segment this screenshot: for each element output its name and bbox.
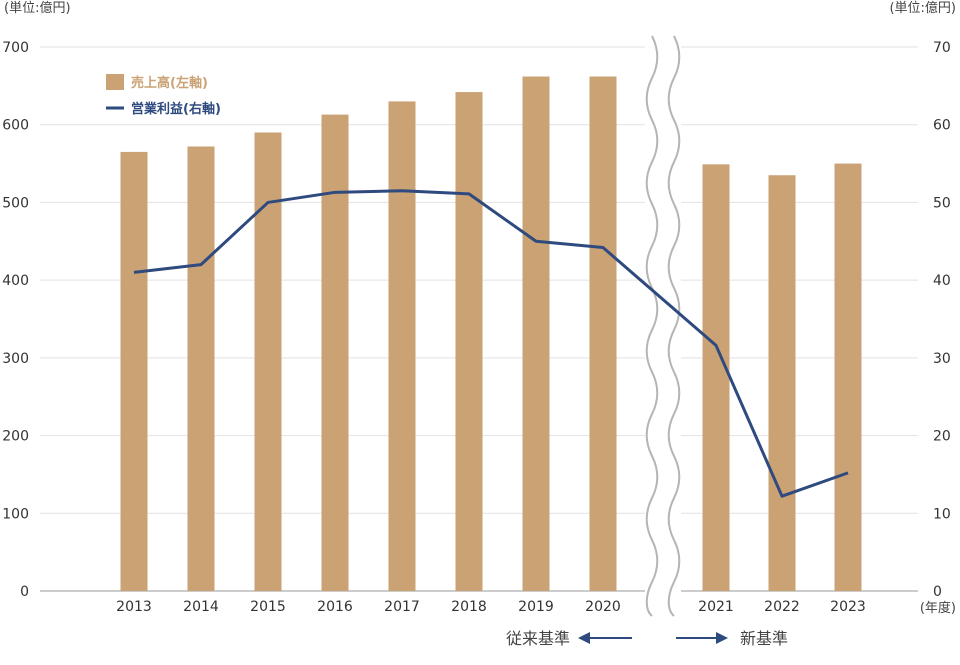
right-tick-label: 50 — [933, 195, 951, 211]
standards-annotation: 従来基準 新基準 — [506, 629, 788, 648]
x-tick-label-2020: 2020 — [585, 599, 621, 615]
sales-bar-2013 — [120, 151, 148, 591]
legend-sales-label: 売上高(左軸) — [131, 75, 208, 91]
sales-bar-2020 — [589, 76, 617, 591]
sales-bar-2019 — [522, 76, 550, 591]
profit-series-line — [133, 189, 849, 498]
x-tick-label-2021: 2021 — [698, 599, 734, 615]
right-arrow-icon — [716, 632, 728, 644]
x-tick-label-2019: 2019 — [518, 599, 554, 615]
sales-bar-2016 — [321, 114, 349, 592]
left-tick-label: 400 — [2, 273, 29, 289]
x-tick-label-2017: 2017 — [384, 599, 420, 615]
legend-profit-label: 営業利益(右軸) — [131, 101, 221, 117]
right-tick-label: 40 — [933, 273, 951, 289]
axis-break-wave-left — [645, 35, 659, 617]
left-tick-label: 500 — [2, 195, 29, 211]
legend: 売上高(左軸) 営業利益(右軸) — [106, 74, 221, 117]
sales-bar-2022 — [768, 175, 796, 591]
axis-break-marker — [645, 35, 681, 617]
x-tick-label-2023: 2023 — [830, 599, 866, 615]
bars — [120, 76, 862, 592]
sales-bar-2017 — [388, 101, 416, 592]
sales-bar-2021 — [702, 164, 730, 591]
left-tick-label: 200 — [2, 429, 29, 445]
sales-bar-2014 — [187, 146, 215, 591]
left-tick-label: 0 — [20, 584, 29, 600]
left-axis-unit: (単位:億円) — [4, 0, 71, 16]
x-tick-label-2013: 2013 — [116, 599, 152, 615]
left-tick-label: 100 — [2, 506, 29, 522]
x-tick-label-2015: 2015 — [250, 599, 286, 615]
x-axis-ticks: 2013 2014 2015 2016 2017 2018 2019 2020 2021 2022… — [116, 599, 866, 615]
right-axis-unit: (単位:億円) — [889, 0, 956, 16]
sales-bar-2018 — [455, 92, 483, 592]
left-tick-label: 300 — [2, 351, 29, 367]
right-tick-label: 60 — [933, 118, 951, 134]
axis-break-wave-right — [667, 35, 681, 617]
new-standard-label: 新基準 — [740, 629, 788, 648]
left-arrow-icon — [578, 632, 590, 644]
old-standard-label: 従来基準 — [506, 629, 570, 648]
x-tick-label-2018: 2018 — [451, 599, 487, 615]
right-tick-label: 0 — [933, 584, 942, 600]
x-tick-label-2022: 2022 — [764, 599, 800, 615]
right-tick-label: 10 — [933, 506, 951, 522]
sales-bar-2023 — [834, 163, 862, 592]
left-tick-label: 600 — [2, 118, 29, 134]
x-axis-unit: (年度) — [920, 600, 956, 616]
left-axis-ticks: 0 100 200 300 400 500 600 700 — [2, 40, 29, 600]
x-tick-label-2016: 2016 — [317, 599, 353, 615]
right-tick-label: 30 — [933, 351, 951, 367]
x-tick-label-2014: 2014 — [183, 599, 219, 615]
left-tick-label: 700 — [2, 40, 29, 56]
legend-bar-swatch — [106, 74, 124, 90]
right-tick-label: 70 — [933, 40, 951, 56]
right-tick-label: 20 — [933, 429, 951, 445]
right-axis-ticks: 0 10 20 30 40 50 60 70 — [933, 40, 951, 600]
